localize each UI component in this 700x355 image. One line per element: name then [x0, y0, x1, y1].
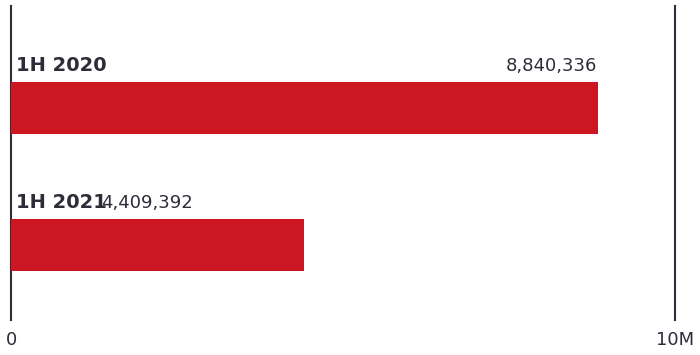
Text: 1H 2021: 1H 2021 — [17, 193, 107, 212]
Bar — [11, 82, 598, 134]
Text: 4,409,392: 4,409,392 — [101, 194, 192, 212]
Bar — [11, 219, 304, 271]
Text: 1H 2020: 1H 2020 — [17, 56, 107, 75]
Text: 8,840,336: 8,840,336 — [505, 58, 597, 75]
